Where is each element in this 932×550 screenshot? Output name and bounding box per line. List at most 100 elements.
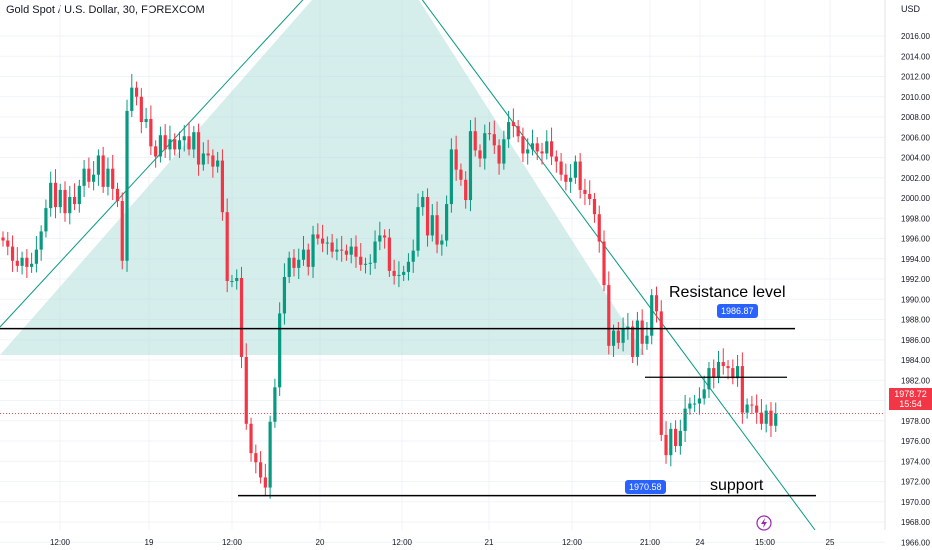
- candle-body: [549, 141, 554, 157]
- candle-body: [616, 330, 620, 343]
- y-axis: 2016.00 2014.00 2012.00 2010.00 2008.00 2006.…: [901, 32, 930, 547]
- candle-body: [645, 335, 649, 344]
- candle-body: [526, 149, 530, 154]
- candle-body: [244, 356, 248, 424]
- y-tick-label: 1994.00: [901, 255, 930, 264]
- candle-body: [297, 259, 301, 268]
- candle-body: [154, 146, 158, 157]
- candle-body: [640, 320, 644, 344]
- y-tick-label: 1972.00: [901, 478, 930, 487]
- candle-body: [77, 185, 81, 205]
- candle-body: [392, 270, 396, 276]
- candle-body: [168, 139, 172, 150]
- candle-body: [521, 136, 525, 154]
- y-tick-label: 2002.00: [901, 174, 930, 183]
- candle-body: [111, 168, 115, 189]
- candle-body: [535, 143, 539, 152]
- candle-body: [87, 168, 91, 182]
- candle-body: [468, 131, 473, 201]
- candle-body: [263, 477, 267, 488]
- x-tick-label: 25: [826, 538, 835, 547]
- candle-body: [359, 256, 363, 265]
- candle-body: [445, 204, 449, 241]
- candle-body: [30, 263, 34, 267]
- candle-body: [731, 368, 735, 379]
- candle-body: [626, 326, 630, 329]
- candle-body: [177, 140, 182, 150]
- candle-body: [473, 131, 477, 151]
- x-tick-label: 24: [696, 538, 705, 547]
- candle-body: [545, 141, 549, 154]
- candle-body: [774, 413, 778, 426]
- candle-body: [583, 189, 587, 194]
- candle-body: [478, 150, 482, 159]
- candle-body: [464, 179, 468, 201]
- candle-body: [149, 119, 153, 147]
- candle-body: [249, 423, 253, 454]
- candle-body: [588, 193, 592, 200]
- candle-body: [49, 182, 53, 209]
- candle-body: [273, 387, 277, 422]
- candle-body: [378, 235, 382, 242]
- candle-body: [440, 240, 444, 245]
- candle-body: [163, 135, 167, 150]
- candle-body: [20, 257, 24, 266]
- candle-body: [511, 122, 515, 127]
- candle-body: [721, 362, 725, 367]
- candle-body: [187, 136, 191, 150]
- y-tick-label: 2016.00: [901, 32, 930, 41]
- candle-body: [411, 250, 415, 262]
- candle-body: [63, 189, 67, 214]
- candle-body: [492, 134, 496, 146]
- candle-body: [235, 277, 239, 282]
- candle-body: [6, 240, 10, 247]
- candle-body: [120, 201, 124, 261]
- x-tick-label: 20: [316, 538, 325, 547]
- last-price-tag: 1978.72 15:54: [889, 388, 932, 410]
- candle-body: [373, 241, 377, 263]
- candle-body: [707, 368, 711, 390]
- candle-body: [125, 110, 129, 261]
- candle-body: [716, 362, 721, 378]
- candle-body: [383, 235, 387, 238]
- candle-body: [406, 261, 411, 272]
- y-tick-label: 1998.00: [901, 214, 930, 223]
- candle-body: [726, 366, 730, 369]
- candle-body: [68, 196, 72, 214]
- y-tick-label: 1978.00: [901, 417, 930, 426]
- triangle-pattern[interactable]: [0, 0, 645, 355]
- candle-body: [115, 188, 120, 202]
- candle-body: [607, 285, 611, 346]
- x-axis: 12:00 19 12:00 20 12:00 21 12:00 21:00 24 15:00 25: [50, 538, 835, 547]
- candle-body: [15, 260, 19, 266]
- y-tick-label: 2014.00: [901, 52, 930, 61]
- candle-body: [306, 249, 310, 267]
- candle-body: [678, 430, 682, 447]
- lightning-icon[interactable]: [756, 515, 772, 531]
- x-tick-label: 12:00: [562, 538, 583, 547]
- candle-body: [34, 249, 38, 264]
- candle-body: [530, 143, 535, 150]
- y-tick-label: 1976.00: [901, 437, 930, 446]
- candle-body: [559, 161, 563, 175]
- candle-body: [750, 404, 754, 406]
- candle-body: [130, 87, 134, 111]
- candle-body: [211, 155, 215, 167]
- candle-body: [182, 136, 186, 141]
- candle-body: [693, 403, 697, 405]
- candle-body: [740, 366, 744, 413]
- candle-body: [254, 453, 258, 463]
- candle-body: [397, 274, 401, 276]
- y-tick-label: 1982.00: [901, 376, 930, 385]
- candle-body: [507, 122, 511, 140]
- candle-body: [92, 174, 96, 182]
- candle-body: [325, 242, 329, 244]
- candle-body: [139, 96, 143, 123]
- candle-body: [402, 271, 406, 275]
- candle-body: [454, 149, 458, 170]
- resistance-price-bubble: 1986.87: [717, 304, 758, 318]
- candle-body: [755, 405, 759, 413]
- candle-body: [192, 132, 196, 150]
- candle-body: [368, 262, 372, 264]
